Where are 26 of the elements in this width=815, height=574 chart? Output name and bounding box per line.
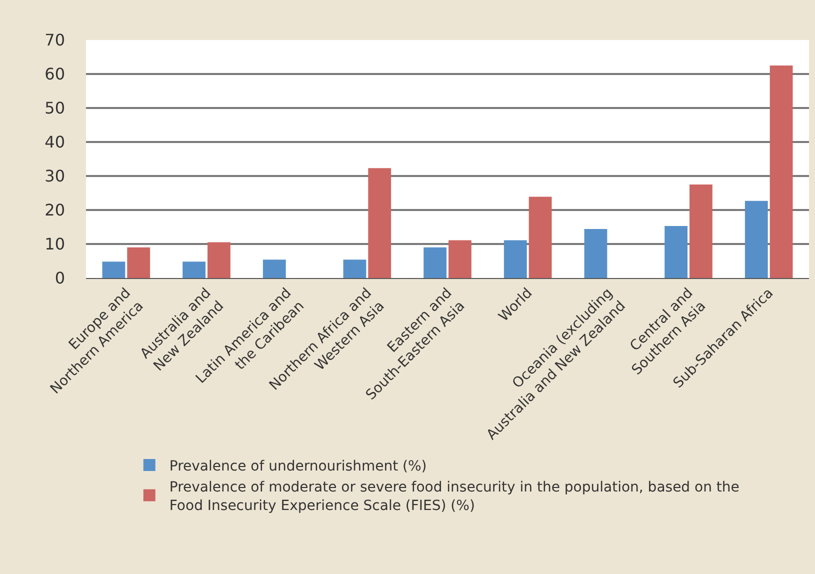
y-tick-label: 40 xyxy=(44,132,65,152)
bar xyxy=(770,66,793,278)
y-tick-label: 60 xyxy=(44,64,65,84)
legend-label: Prevalence of undernourishment (%) xyxy=(169,458,427,474)
bar xyxy=(208,242,230,278)
bar xyxy=(584,229,608,278)
bar xyxy=(102,262,126,278)
bar xyxy=(127,247,150,278)
y-tick-label: 70 xyxy=(44,30,65,50)
bar xyxy=(448,240,472,278)
y-tick-label: 50 xyxy=(44,98,65,118)
y-tick-label: 10 xyxy=(44,234,65,254)
bar xyxy=(182,262,206,278)
bar xyxy=(504,240,527,278)
bar xyxy=(343,260,366,278)
y-tick-label: 20 xyxy=(44,200,65,220)
bar xyxy=(262,260,286,278)
bar xyxy=(690,184,712,278)
bar xyxy=(744,200,768,278)
y-tick-label: 30 xyxy=(44,166,65,186)
y-tick-label: 0 xyxy=(54,268,65,288)
bar xyxy=(368,168,392,278)
legend-label: Prevalence of moderate or severe food insecurity in the population, based on the Food Insecurity Experience Scale (FIES) (%) xyxy=(169,480,740,514)
bar xyxy=(528,196,552,278)
bar xyxy=(664,226,688,278)
bar xyxy=(424,247,446,278)
